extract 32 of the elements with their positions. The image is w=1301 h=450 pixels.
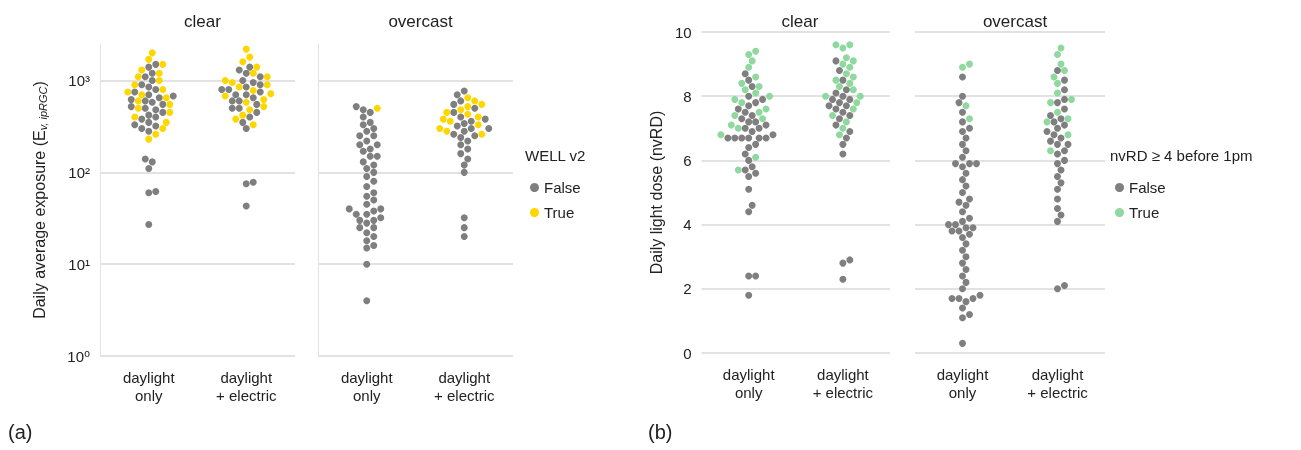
y-tick-label: 6 bbox=[683, 151, 692, 169]
y-axis-title: Daily average exposure (Ev, ipRGC) bbox=[31, 81, 49, 319]
x-tick-label: daylight only bbox=[122, 368, 176, 404]
chart-title: overcast bbox=[982, 12, 1048, 31]
chart-title: clear bbox=[781, 12, 819, 31]
y-tick-label: 10² bbox=[68, 163, 90, 181]
y-tick-label: 0 bbox=[683, 344, 692, 362]
x-tick-label: daylight + electric bbox=[1027, 365, 1089, 401]
chart-title: clear bbox=[184, 12, 222, 31]
legend-label: False bbox=[544, 179, 581, 196]
legend-label: False bbox=[1129, 179, 1166, 196]
chart-title: overcast bbox=[388, 12, 453, 31]
y-tick-label: 10¹ bbox=[68, 255, 90, 273]
x-tick-label: daylight only bbox=[340, 368, 394, 404]
y-tick-label: 8 bbox=[683, 87, 692, 105]
legend-label: True bbox=[1129, 204, 1160, 221]
text: (b) bbox=[648, 421, 673, 443]
x-tick-label: daylight only bbox=[936, 365, 990, 401]
y-axis-title: Daily light dose (nvRD) bbox=[647, 110, 665, 275]
y-tick-label: 10³ bbox=[68, 72, 90, 90]
y-tick-label: 10 bbox=[674, 23, 692, 41]
text: (a) bbox=[8, 421, 33, 443]
x-tick-label: daylight + electric bbox=[812, 365, 874, 401]
x-tick-label: daylight only bbox=[722, 365, 776, 401]
legend-title: WELL v2 bbox=[525, 147, 586, 164]
legend-label: True bbox=[544, 204, 575, 221]
y-tick-label: 2 bbox=[683, 280, 692, 298]
legend-title: nvRD ≥ 4 before 1pm bbox=[1110, 147, 1253, 164]
x-tick-label: daylight + electric bbox=[216, 368, 277, 404]
y-tick-label: 4 bbox=[683, 216, 692, 234]
y-tick-label: 10⁰ bbox=[67, 347, 90, 365]
x-tick-label: daylight + electric bbox=[434, 368, 495, 404]
